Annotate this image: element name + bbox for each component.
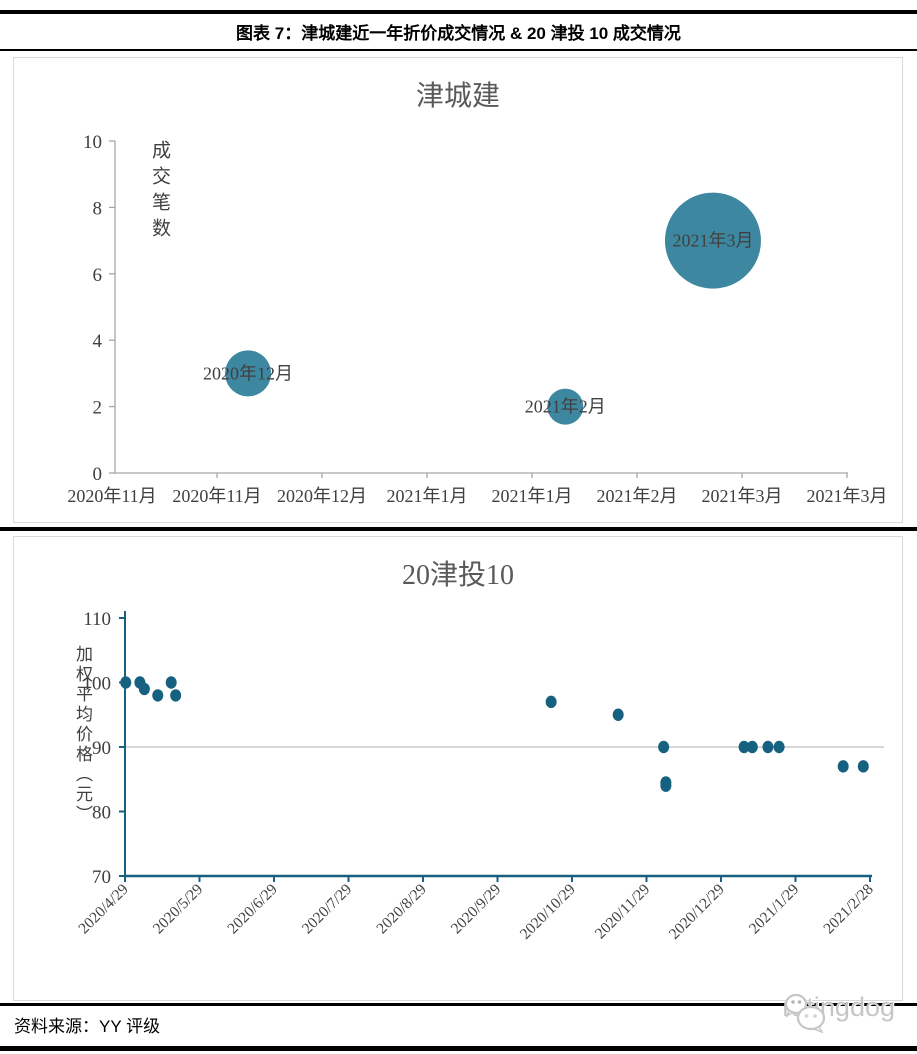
scatter-chart-ylabel: 加权平均价格（元） (73, 645, 92, 825)
scatter-point (857, 760, 869, 773)
bottom-rule (0, 1046, 917, 1051)
x-tick-label: 2021年1月 (492, 486, 573, 506)
x-tick-label: 2020/10/29 (517, 881, 579, 943)
x-tick-label: 2020/6/29 (224, 881, 281, 938)
x-tick-label: 2021年3月 (702, 486, 783, 506)
scatter-point (152, 689, 164, 702)
x-tick-label: 2020年12月 (277, 486, 367, 506)
bubble-data-label: 2021年3月 (672, 231, 753, 251)
x-tick-label: 2020/4/29 (75, 881, 132, 938)
bubble-chart-ylabel: 成交笔数 (149, 140, 170, 244)
x-tick-label: 2020/7/29 (299, 881, 356, 938)
y-tick-label: 0 (93, 464, 103, 485)
ratingdog-watermark: ratingdog (782, 992, 895, 1034)
y-tick-label: 8 (93, 198, 103, 219)
scatter-point (545, 695, 557, 709)
bubble-data-label: 2020年12月 (203, 363, 293, 383)
source-note: 资料来源：YY 评级 (14, 1017, 161, 1036)
y-tick-label: 6 (93, 265, 103, 286)
y-tick-label: 70 (92, 867, 111, 888)
scatter-chart-title: 20津投10 (401, 560, 514, 591)
scatter-chart-panel: 20津投10 加权平均价格（元） 70 80 90 100 110 2020/4/29 20… (13, 536, 903, 1001)
x-tick-label: 2020/9/29 (448, 881, 505, 938)
scatter-point (773, 740, 785, 754)
bubble-point (664, 192, 761, 289)
y-tick-label: 100 (83, 674, 112, 695)
y-tick-label: 80 (92, 803, 111, 824)
x-tick-label: 2020/11/29 (592, 881, 654, 943)
x-tick-label: 2021年2月 (597, 486, 678, 506)
scatter-point (660, 779, 672, 792)
y-tick-label: 4 (93, 331, 103, 352)
x-tick-label: 2020/12/29 (666, 881, 728, 943)
x-tick-label: 2021/2/28 (820, 881, 877, 938)
scatter-point (837, 760, 849, 773)
scatter-point (746, 740, 758, 754)
bubble-chart-panel: 津城建 成交笔数 0 2 4 6 8 10 2020年11月 2020年11月 2020年12月… (13, 57, 903, 523)
y-tick-label: 2 (93, 398, 103, 419)
x-tick-label: 2020/8/29 (373, 881, 430, 938)
scatter-point (138, 682, 150, 696)
bubble-point (225, 350, 272, 397)
x-tick-label: 2021年3月 (807, 486, 888, 506)
panel-divider-rule (0, 527, 917, 531)
footer-rule (0, 1003, 917, 1006)
bubble-chart-title: 津城建 (415, 81, 500, 112)
top-rule (0, 10, 917, 14)
bubble-point (547, 388, 584, 425)
scatter-point (738, 740, 750, 754)
x-tick-label: 2020年11月 (67, 486, 156, 506)
figure-caption: 图表 7：津城建近一年折价成交情况 & 20 津投 10 成交情况 (236, 24, 681, 43)
scatter-point (612, 708, 624, 721)
x-tick-label: 2020/5/29 (150, 881, 207, 938)
bubble-chart-plot: 0 2 4 6 8 10 2020年11月 2020年11月 2020年12月 2021年1月 20… (67, 132, 888, 506)
scatter-point (170, 689, 182, 702)
scatter-chart-plot: 70 80 90 100 110 2020/4/29 2020/5/29 2020/6/29 2… (75, 609, 884, 943)
x-tick-label: 2021年1月 (387, 486, 468, 506)
scatter-point (165, 676, 177, 689)
y-tick-label: 90 (92, 738, 111, 759)
y-tick-label: 10 (83, 132, 102, 153)
scatter-point (658, 740, 670, 754)
scatter-point (762, 740, 774, 754)
bubble-data-label: 2021年2月 (525, 397, 606, 417)
scatter-point (120, 676, 132, 689)
x-tick-label: 2020年11月 (172, 486, 261, 506)
y-tick-label: 110 (83, 609, 111, 630)
x-tick-label: 2021/1/29 (746, 881, 803, 938)
wechat-icon (785, 993, 826, 1034)
caption-rule (0, 49, 917, 51)
